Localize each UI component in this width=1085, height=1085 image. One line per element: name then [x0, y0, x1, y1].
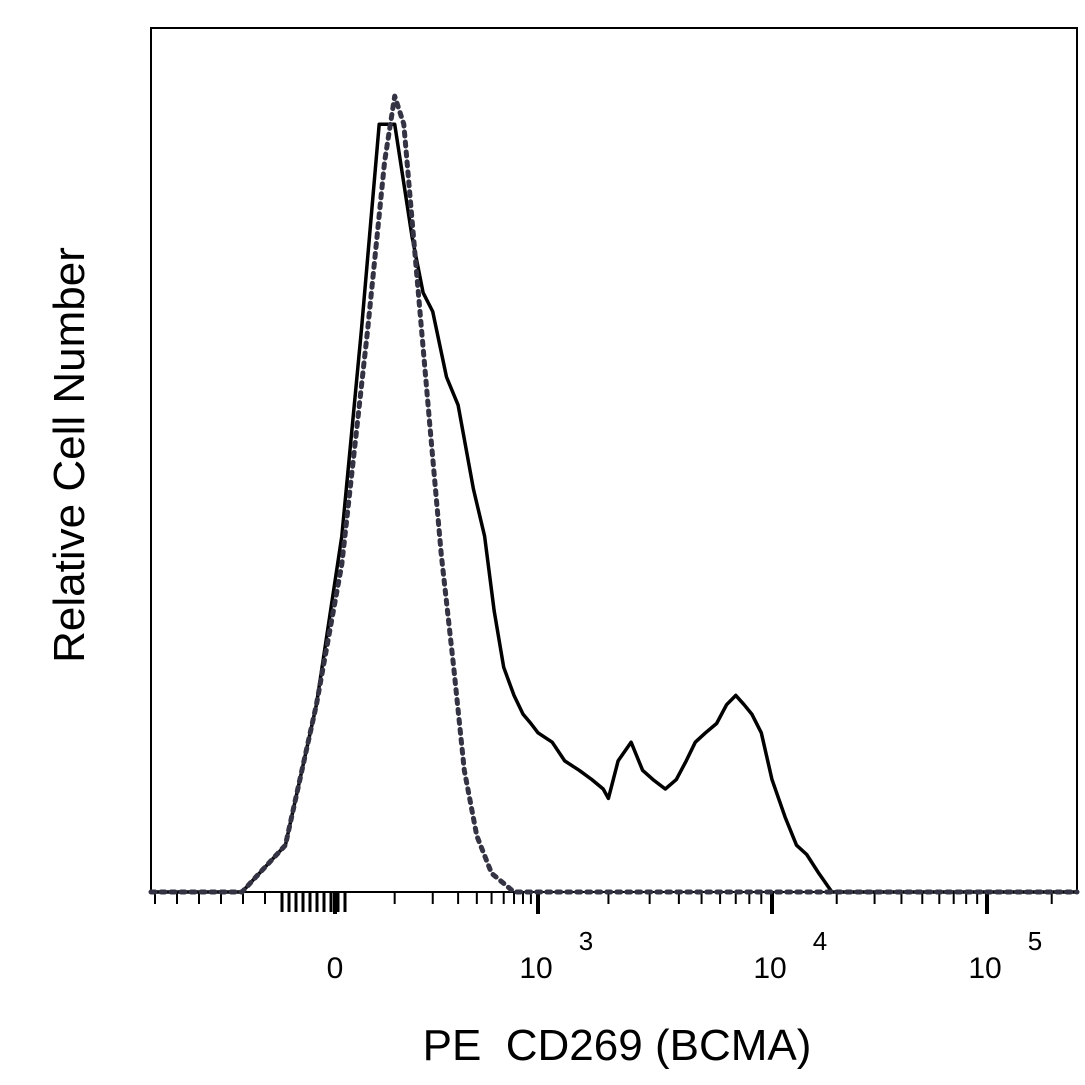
x-tick-label: 10	[519, 952, 552, 985]
control-histogram-line	[148, 93, 1080, 895]
series-layer	[148, 93, 1080, 895]
x-tick-label: 10	[968, 952, 1001, 985]
x-tick-exponent: 3	[579, 926, 593, 956]
stained-histogram-line	[151, 122, 1077, 894]
x-minor-ticks	[154, 892, 1053, 912]
y-axis-label: Relative Cell Number	[45, 247, 94, 663]
x-tick-exponent: 5	[1028, 926, 1042, 956]
x-tick-label: 10	[753, 952, 786, 985]
x-tick-label: 0	[327, 952, 344, 985]
x-tick-labels: 0 10 3 10 4 10 5	[327, 926, 1043, 985]
x-major-ticks	[333, 892, 989, 914]
x-axis-label: PE CD269 (BCMA)	[423, 1021, 812, 1070]
plot-frame	[150, 27, 1078, 893]
x-tick-exponent: 4	[813, 926, 827, 956]
